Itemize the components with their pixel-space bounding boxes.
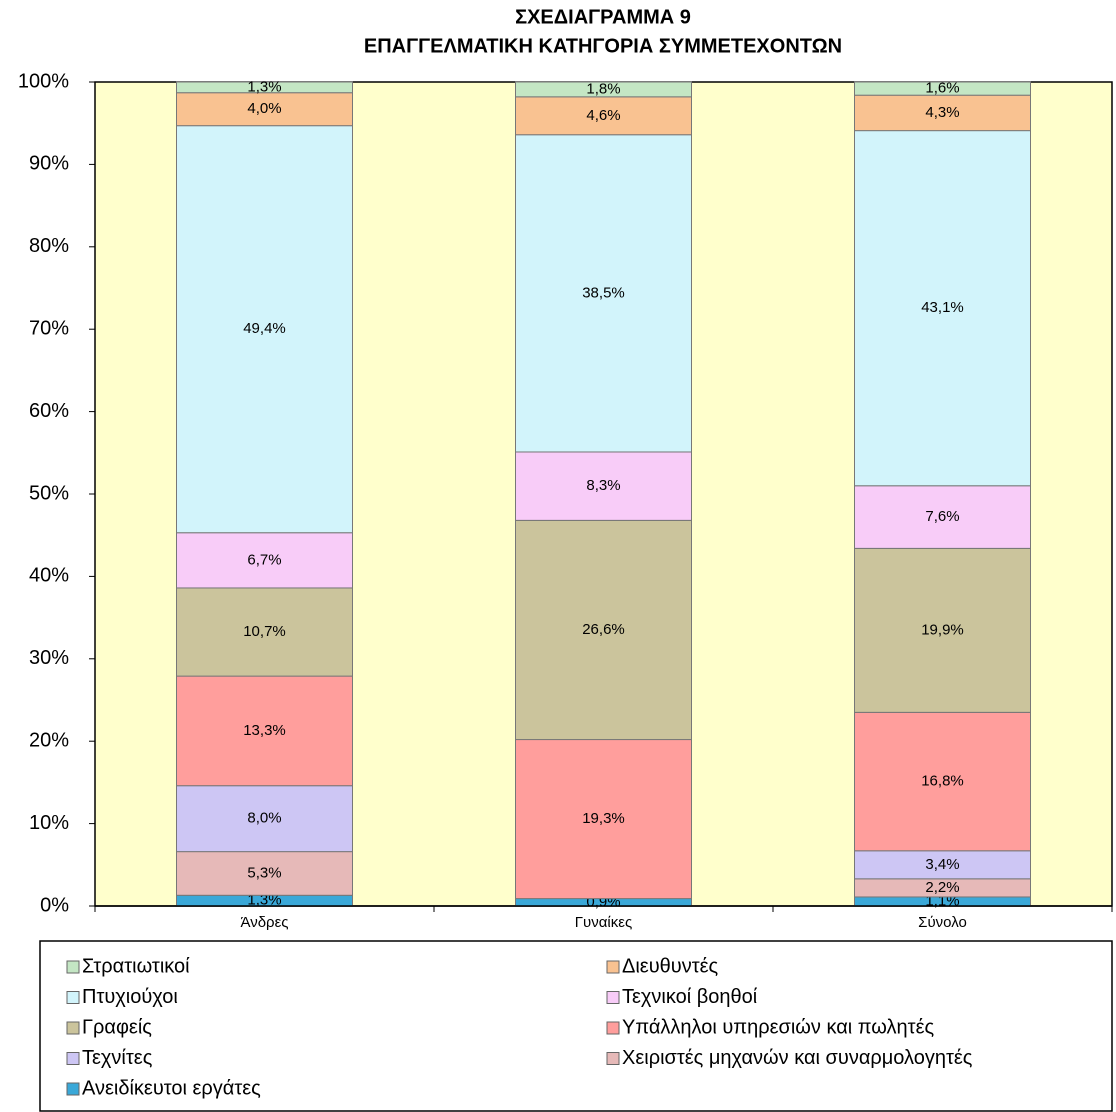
bar-segment <box>515 134 692 453</box>
legend-swatch <box>606 1052 620 1065</box>
data-label: 38,5% <box>582 284 625 301</box>
legend-swatch <box>606 1021 620 1035</box>
y-tick-label: 60% <box>29 400 69 422</box>
y-tick-label: 20% <box>29 729 69 751</box>
data-label: 4,0% <box>247 100 281 117</box>
bar-segment <box>515 519 692 741</box>
y-tick-label: 40% <box>29 565 69 587</box>
legend-swatch <box>606 960 620 974</box>
data-label: 8,0% <box>247 810 281 827</box>
data-label: 10,7% <box>243 623 286 640</box>
legend-label: Υπάλληλοι υπηρεσιών και πωλητές <box>622 1016 934 1038</box>
bar-segment <box>176 851 353 896</box>
y-tick-label: 80% <box>29 235 69 257</box>
bar-segment <box>854 81 1031 96</box>
data-label: 13,3% <box>243 722 286 739</box>
data-label: 1,6% <box>925 80 959 97</box>
legend-box <box>39 940 1113 1112</box>
bar-segment <box>854 94 1031 132</box>
bar-segment <box>515 81 692 98</box>
bar-segment <box>176 675 353 787</box>
x-tick-label: Σύνολο <box>918 914 967 931</box>
bar-segment <box>515 96 692 136</box>
legend-swatch <box>66 960 80 974</box>
bar-segment <box>854 485 1031 549</box>
bar-segment <box>854 547 1031 713</box>
data-label: 26,6% <box>582 621 625 638</box>
data-label: 7,6% <box>925 508 959 525</box>
y-tick-label: 10% <box>29 812 69 834</box>
bar-segment <box>515 451 692 521</box>
legend-label: Διευθυντές <box>622 955 719 977</box>
y-tick-label: 0% <box>40 894 69 916</box>
chart-title: ΣΧΕΔΙΑΓΡΑΜΜΑ 9 <box>515 6 691 28</box>
legend-label: Τεχνίτες <box>82 1047 153 1069</box>
legend-label: Χειριστές μηχανών και συναρμολογητές <box>622 1047 973 1069</box>
y-tick-label: 30% <box>29 647 69 669</box>
x-tick-label: Γυναίκες <box>575 914 632 931</box>
bar-segment <box>176 81 353 94</box>
legend-label: Στρατιωτικοί <box>82 955 190 977</box>
bar-segment <box>176 125 353 534</box>
data-label: 6,7% <box>247 551 281 568</box>
data-label: 4,6% <box>586 107 620 124</box>
legend-label: Γραφείς <box>82 1016 152 1038</box>
data-label: 1,3% <box>247 78 281 95</box>
legend-swatch <box>66 991 80 1004</box>
data-label: 19,9% <box>921 621 964 638</box>
y-tick-label: 70% <box>29 317 69 339</box>
y-tick-label: 100% <box>18 70 69 92</box>
data-label: 49,4% <box>243 320 286 337</box>
data-label: 1,3% <box>247 892 281 909</box>
y-tick-label: 90% <box>29 153 69 175</box>
data-label: 2,2% <box>925 879 959 896</box>
bar-segment <box>854 711 1031 852</box>
legend-swatch <box>66 1052 80 1065</box>
bar-segment <box>515 739 692 900</box>
data-label: 1,8% <box>586 80 620 97</box>
data-label: 43,1% <box>921 299 964 316</box>
bar-segment <box>854 130 1031 487</box>
data-label: 3,4% <box>925 856 959 873</box>
legend-swatch <box>66 1082 80 1096</box>
data-label: 4,3% <box>925 104 959 121</box>
legend-swatch <box>606 991 620 1004</box>
legend-label: Τεχνικοί βοηθοί <box>622 986 758 1008</box>
bar-segment <box>176 587 353 677</box>
chart-subtitle: ΕΠΑΓΓΕΛΜΑΤΙΚΗ ΚΑΤΗΓΟΡΙΑ ΣΥΜΜΕΤΕΧΟΝΤΩΝ <box>364 35 842 57</box>
legend-swatch <box>66 1021 80 1035</box>
data-label: 5,3% <box>247 864 281 881</box>
legend-label: Ανειδίκευτοι εργάτες <box>82 1077 261 1099</box>
legend-label: Πτυχιούχοι <box>82 986 178 1008</box>
data-label: 8,3% <box>586 477 620 494</box>
bar-segment <box>176 92 353 127</box>
data-label: 19,3% <box>582 810 625 827</box>
bar-segment <box>176 532 353 589</box>
x-tick-label: Άνδρες <box>240 914 288 931</box>
data-label: 16,8% <box>921 773 964 790</box>
bar-segment <box>176 785 353 853</box>
y-tick-label: 50% <box>29 482 69 504</box>
